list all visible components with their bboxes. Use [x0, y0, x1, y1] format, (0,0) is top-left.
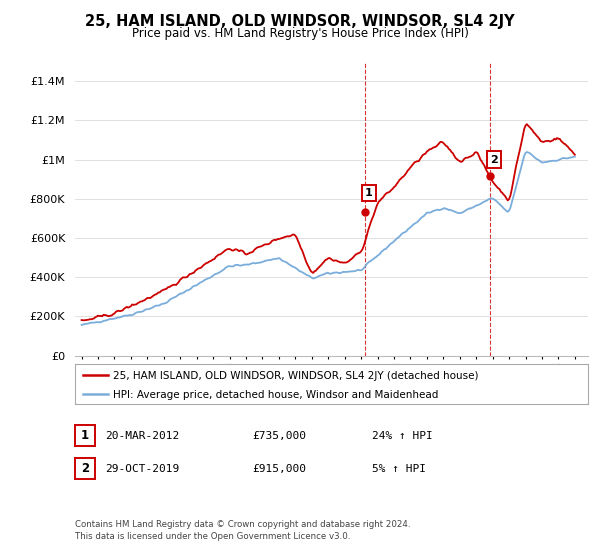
Text: 1: 1	[365, 188, 373, 198]
Text: 25, HAM ISLAND, OLD WINDSOR, WINDSOR, SL4 2JY: 25, HAM ISLAND, OLD WINDSOR, WINDSOR, SL…	[85, 14, 515, 29]
Text: Contains HM Land Registry data © Crown copyright and database right 2024.: Contains HM Land Registry data © Crown c…	[75, 520, 410, 529]
Text: HPI: Average price, detached house, Windsor and Maidenhead: HPI: Average price, detached house, Wind…	[113, 390, 439, 400]
Text: 20-MAR-2012: 20-MAR-2012	[106, 431, 180, 441]
Text: This data is licensed under the Open Government Licence v3.0.: This data is licensed under the Open Gov…	[75, 532, 350, 541]
Text: 25, HAM ISLAND, OLD WINDSOR, WINDSOR, SL4 2JY (detached house): 25, HAM ISLAND, OLD WINDSOR, WINDSOR, SL…	[113, 371, 479, 381]
Text: £915,000: £915,000	[252, 464, 306, 474]
Text: 2: 2	[81, 462, 89, 475]
Text: 2: 2	[490, 155, 498, 165]
Text: 5% ↑ HPI: 5% ↑ HPI	[372, 464, 426, 474]
Text: 24% ↑ HPI: 24% ↑ HPI	[372, 431, 433, 441]
Text: 29-OCT-2019: 29-OCT-2019	[106, 464, 180, 474]
Text: 1: 1	[81, 429, 89, 442]
Text: Price paid vs. HM Land Registry's House Price Index (HPI): Price paid vs. HM Land Registry's House …	[131, 27, 469, 40]
Text: £735,000: £735,000	[252, 431, 306, 441]
